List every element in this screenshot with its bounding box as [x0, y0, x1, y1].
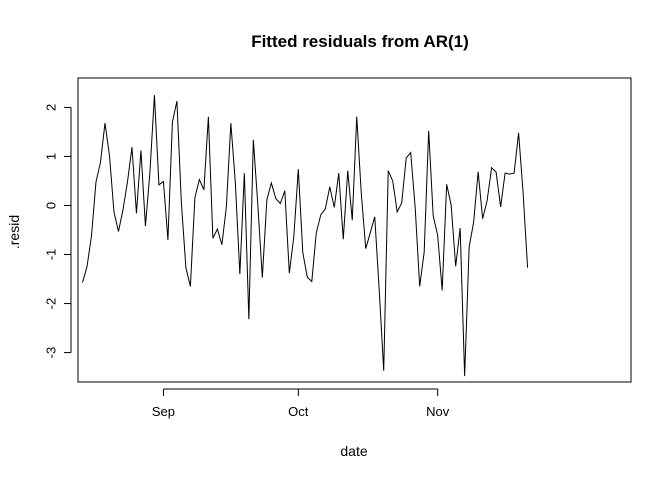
y-tick-label: -1 [43, 249, 58, 261]
series-line-resid [82, 95, 529, 377]
chart-title: Fitted residuals from AR(1) [251, 32, 469, 51]
x-axis-label: date [340, 443, 367, 459]
y-tick-label: -2 [43, 298, 58, 310]
x-tick-label: Sep [152, 404, 175, 419]
x-tick-label: Oct [288, 404, 309, 419]
y-axis: -3 -2 -1 0 1 2 [43, 104, 72, 359]
x-tick-label: Nov [426, 404, 450, 419]
y-tick-label: 1 [43, 153, 58, 160]
y-tick-label: 0 [43, 202, 58, 209]
y-tick-label: 2 [43, 104, 58, 111]
y-tick-label: -3 [43, 347, 58, 359]
x-axis: Sep Oct Nov [152, 388, 450, 419]
y-axis-label: .resid [6, 215, 22, 249]
plot-frame [77, 77, 632, 383]
